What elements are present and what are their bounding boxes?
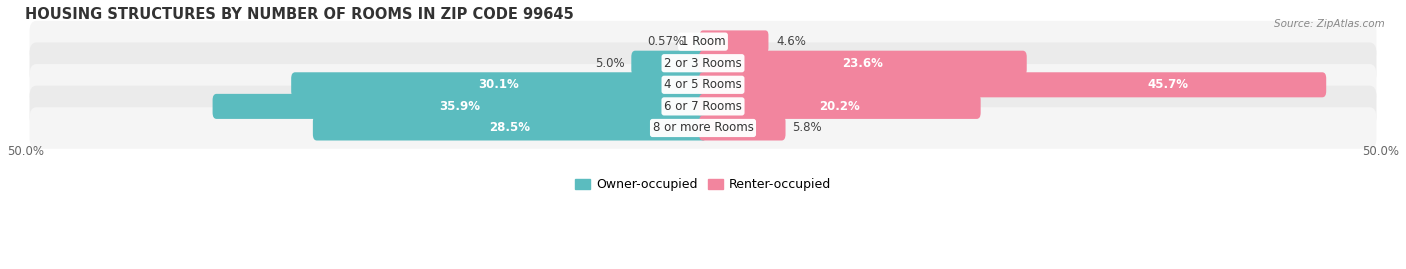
Text: HOUSING STRUCTURES BY NUMBER OF ROOMS IN ZIP CODE 99645: HOUSING STRUCTURES BY NUMBER OF ROOMS IN… bbox=[25, 7, 574, 22]
Text: 5.8%: 5.8% bbox=[793, 122, 823, 134]
FancyBboxPatch shape bbox=[314, 115, 707, 140]
FancyBboxPatch shape bbox=[30, 107, 1376, 149]
FancyBboxPatch shape bbox=[699, 115, 786, 140]
FancyBboxPatch shape bbox=[291, 72, 707, 97]
Text: 6 or 7 Rooms: 6 or 7 Rooms bbox=[664, 100, 742, 113]
FancyBboxPatch shape bbox=[699, 51, 1026, 76]
FancyBboxPatch shape bbox=[631, 51, 707, 76]
FancyBboxPatch shape bbox=[695, 34, 704, 50]
Text: 35.9%: 35.9% bbox=[439, 100, 481, 113]
FancyBboxPatch shape bbox=[30, 43, 1376, 84]
FancyBboxPatch shape bbox=[699, 72, 1326, 97]
Text: 2 or 3 Rooms: 2 or 3 Rooms bbox=[664, 57, 742, 70]
Legend: Owner-occupied, Renter-occupied: Owner-occupied, Renter-occupied bbox=[569, 174, 837, 196]
FancyBboxPatch shape bbox=[699, 94, 980, 119]
Text: 5.0%: 5.0% bbox=[595, 57, 624, 70]
Text: 28.5%: 28.5% bbox=[489, 122, 530, 134]
FancyBboxPatch shape bbox=[30, 86, 1376, 127]
Text: 0.57%: 0.57% bbox=[647, 35, 685, 48]
Text: 4 or 5 Rooms: 4 or 5 Rooms bbox=[664, 78, 742, 91]
Text: Source: ZipAtlas.com: Source: ZipAtlas.com bbox=[1274, 19, 1385, 29]
Text: 4.6%: 4.6% bbox=[776, 35, 806, 48]
Text: 20.2%: 20.2% bbox=[820, 100, 860, 113]
Text: 30.1%: 30.1% bbox=[478, 78, 519, 91]
FancyBboxPatch shape bbox=[700, 30, 769, 53]
Text: 1 Room: 1 Room bbox=[681, 35, 725, 48]
FancyBboxPatch shape bbox=[30, 64, 1376, 105]
FancyBboxPatch shape bbox=[212, 94, 707, 119]
Text: 8 or more Rooms: 8 or more Rooms bbox=[652, 122, 754, 134]
FancyBboxPatch shape bbox=[30, 21, 1376, 62]
Text: 45.7%: 45.7% bbox=[1147, 78, 1188, 91]
Text: 23.6%: 23.6% bbox=[842, 57, 883, 70]
